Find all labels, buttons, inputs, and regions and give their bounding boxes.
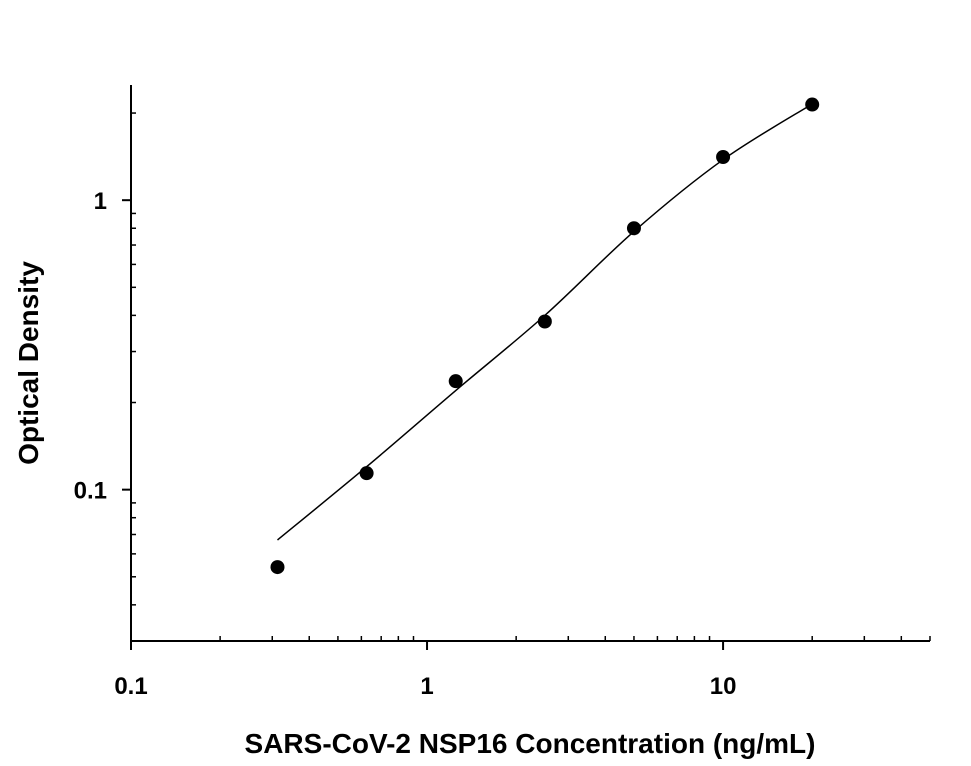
marks [270, 97, 820, 575]
y-tick-label: 0.1 [74, 478, 107, 505]
data-point [537, 314, 552, 329]
y-tick-label: 1 [94, 188, 107, 215]
ticks: 0.1 1 10 0.1 1 [74, 112, 931, 700]
y-axis-label: Optical Density [13, 261, 44, 465]
data-point [270, 560, 285, 575]
data-point [716, 149, 731, 164]
x-tick-label: 0.1 [114, 673, 147, 700]
data-point [359, 466, 374, 481]
data-point [448, 374, 463, 389]
data-point [626, 221, 641, 236]
x-tick-label: 1 [420, 673, 433, 700]
x-tick-label: 10 [710, 673, 737, 700]
x-axis-label: SARS-CoV-2 NSP16 Concentration (ng/mL) [245, 728, 816, 759]
fit-curve [277, 103, 813, 541]
axes [130, 85, 930, 642]
